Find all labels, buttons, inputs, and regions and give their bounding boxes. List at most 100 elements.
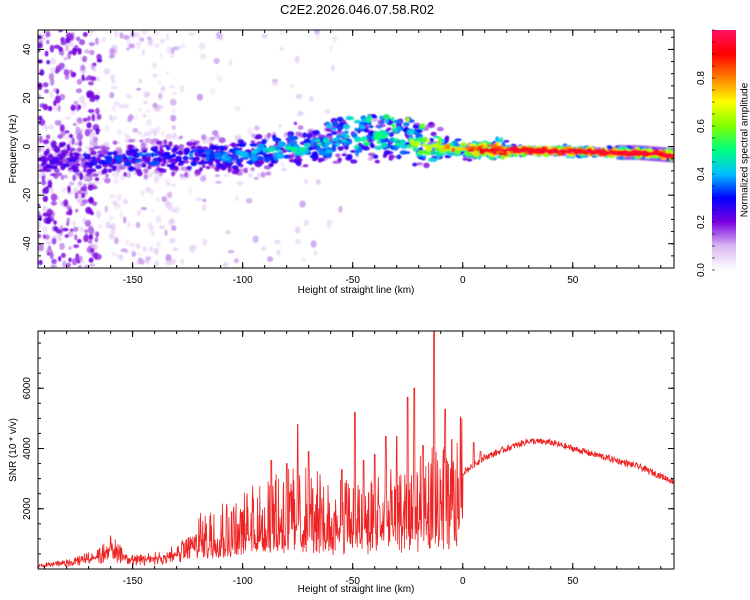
heatmap-cell	[64, 234, 69, 238]
heatmap-cell	[336, 124, 344, 131]
heatmap-cell	[265, 171, 272, 176]
heatmap-cell	[202, 238, 208, 246]
heatmap-cell	[181, 43, 187, 48]
heatmap-cell	[200, 175, 207, 182]
heatmap-cell	[69, 228, 74, 232]
heatmap-cell	[250, 150, 257, 154]
heatmap-cell	[309, 154, 318, 159]
heatmap-cell	[402, 122, 410, 127]
heatmap-cell	[123, 172, 127, 177]
heatmap-cell	[113, 101, 120, 106]
heatmap-cell	[197, 148, 205, 154]
heatmap-cell	[389, 137, 396, 143]
heatmap-cell	[41, 175, 45, 181]
heatmap-cell	[88, 257, 94, 263]
heatmap-cell	[83, 234, 89, 243]
heatmap-cell	[412, 145, 418, 151]
heatmap-cell	[213, 57, 220, 65]
heatmap-cell	[349, 116, 354, 120]
y-tick-label: 4000	[22, 437, 33, 460]
heatmap-cell	[136, 87, 142, 91]
heatmap-cell	[205, 150, 211, 156]
heatmap-cell	[274, 239, 281, 245]
heatmap-cell	[318, 157, 325, 162]
heatmap-cell	[153, 42, 161, 48]
heatmap-cell	[653, 149, 661, 155]
heatmap-cell	[267, 146, 276, 153]
heatmap-cell	[104, 177, 111, 184]
heatmap-cell	[503, 151, 507, 156]
heatmap-cell	[250, 167, 255, 171]
heatmap-cell	[276, 249, 281, 256]
heatmap-cell	[46, 241, 53, 245]
heatmap-cell	[139, 37, 145, 42]
heatmap-cell	[80, 226, 84, 233]
heatmap-cell	[214, 166, 220, 172]
heatmap-cell	[299, 111, 305, 116]
heatmap-cell	[71, 137, 75, 145]
heatmap-cell	[50, 200, 58, 206]
heatmap-cell	[190, 145, 196, 150]
heatmap-cell	[589, 151, 598, 156]
heatmap-cell	[82, 152, 88, 158]
heatmap-cell	[146, 108, 151, 114]
heatmap-cell	[382, 114, 391, 120]
heatmap-cell	[145, 118, 153, 127]
heatmap-cell	[377, 125, 382, 129]
heatmap-cell	[393, 119, 402, 124]
heatmap-cell	[415, 162, 424, 166]
heatmap-cell	[42, 234, 47, 239]
heatmap-cell	[252, 235, 259, 244]
heatmap-cell	[215, 31, 222, 40]
spectrogram-panel: -150 -100 -50 0 50 -40 -20 0 20 40 Height of stra…	[8, 29, 675, 296]
heatmap-cell	[467, 149, 475, 153]
x-tick-label: -50	[345, 275, 360, 286]
heatmap-cell	[68, 133, 73, 139]
heatmap-cell	[251, 156, 259, 160]
heatmap-cell	[71, 47, 77, 56]
colorbar: 0.0 0.2 0.4 0.6 0.8 Normalized spectral ampl…	[696, 29, 750, 277]
heatmap-cell	[669, 150, 674, 154]
heatmap-cell	[123, 34, 130, 40]
spectrogram-xlabel: Height of straight line (km)	[298, 285, 415, 296]
heatmap-cell	[50, 140, 57, 149]
heatmap-cell	[65, 134, 70, 141]
heatmap-cell	[378, 138, 387, 144]
heatmap-cell	[95, 127, 100, 135]
heatmap-cell	[124, 160, 132, 167]
heatmap-cell	[108, 114, 114, 121]
heatmap-cell	[74, 153, 81, 157]
heatmap-cell	[156, 197, 160, 202]
heatmap-cell	[421, 143, 428, 147]
heatmap-cell	[151, 160, 160, 166]
heatmap-cell	[261, 246, 267, 251]
heatmap-cell	[171, 171, 175, 177]
heatmap-cell	[212, 144, 217, 150]
heatmap-cell	[332, 160, 340, 164]
heatmap-cell	[95, 164, 102, 170]
heatmap-cell	[77, 47, 82, 55]
heatmap-cell	[193, 156, 201, 161]
heatmap-cell	[138, 151, 143, 157]
x-tick-label: -100	[233, 576, 253, 587]
colorbar-tick-label: 0.2	[696, 215, 707, 229]
heatmap-cell	[77, 238, 82, 244]
heatmap-cell	[379, 120, 385, 125]
heatmap-cell	[165, 71, 170, 75]
heatmap-cell	[273, 152, 278, 157]
heatmap-cell	[227, 167, 232, 173]
heatmap-cell	[44, 89, 49, 94]
heatmap-cell	[355, 149, 359, 156]
heatmap-cell	[169, 98, 177, 106]
colorbar-ticks: 0.0 0.2 0.4 0.6 0.8	[696, 29, 715, 277]
heatmap-cell	[76, 133, 83, 141]
heatmap-cell	[178, 160, 185, 165]
heatmap-cell	[199, 167, 203, 172]
heatmap-cell	[160, 131, 165, 136]
heatmap-cell	[158, 92, 163, 100]
heatmap-cell	[335, 141, 340, 148]
heatmap-cell	[492, 150, 497, 155]
heatmap-cell	[180, 258, 184, 265]
heatmap-cell	[95, 37, 99, 45]
heatmap-cell	[78, 140, 83, 147]
